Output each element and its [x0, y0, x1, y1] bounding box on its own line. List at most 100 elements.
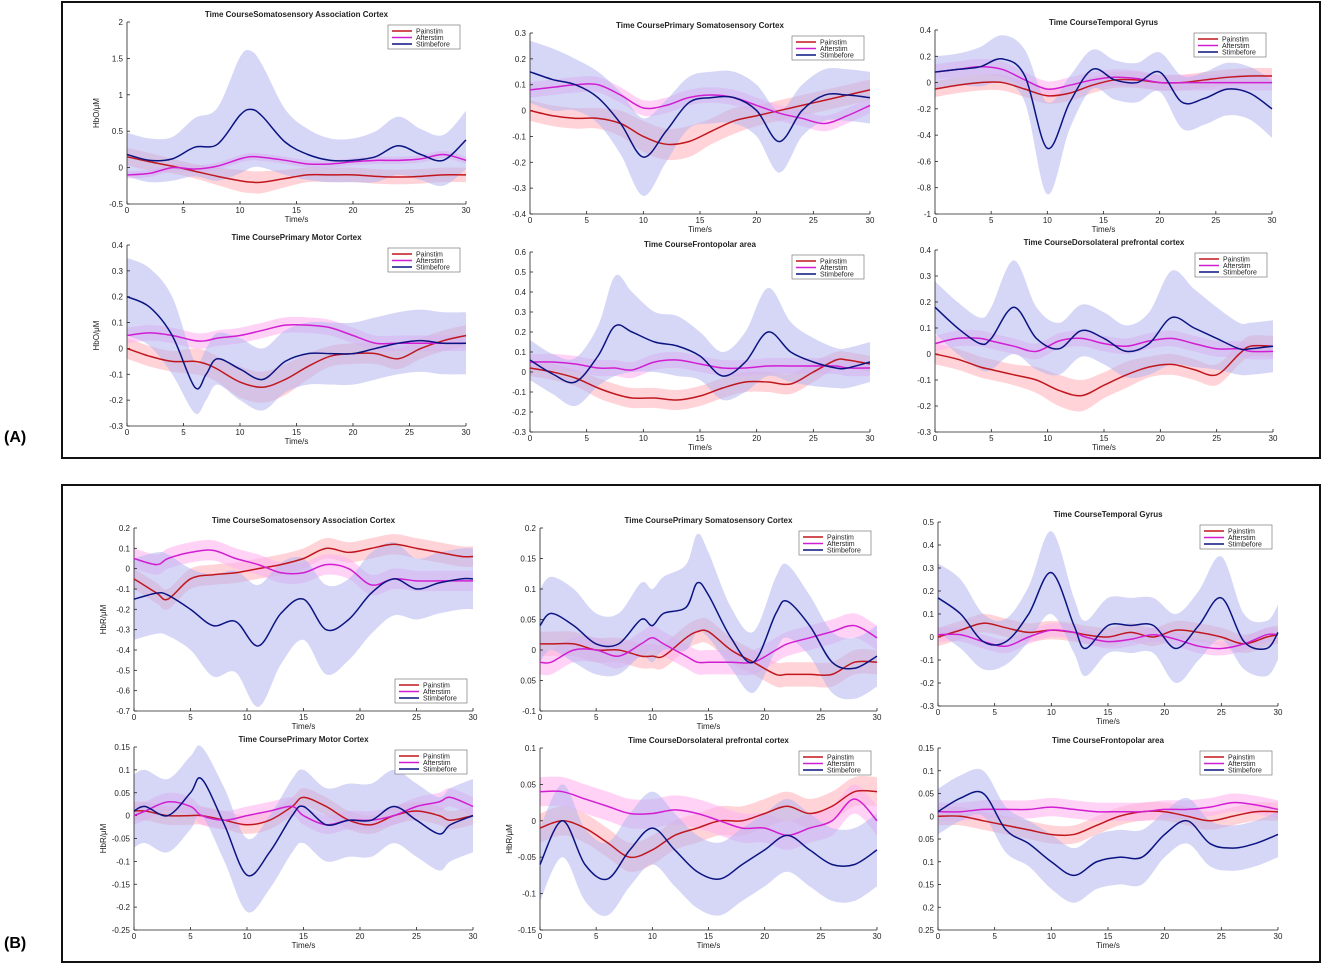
x-tick-label: 20	[752, 216, 761, 225]
y-tick-label: -0.2	[920, 679, 934, 688]
x-tick-label: 10	[648, 713, 657, 722]
legend-label: Stimbefore	[820, 272, 854, 279]
y-tick-label: -0.1	[522, 890, 536, 899]
confidence-band-stimbefore	[935, 260, 1273, 379]
legend-label: Afterstim	[423, 689, 451, 696]
x-tick-label: 10	[639, 434, 648, 443]
y-axis-label: HbR/μM	[99, 604, 108, 634]
x-tick-label: 5	[181, 428, 186, 437]
y-tick-label: -0.5	[109, 200, 123, 209]
y-tick-label: 0.4	[920, 26, 932, 35]
legend-label: Painstim	[827, 755, 854, 762]
y-tick-label: 0	[126, 812, 131, 821]
x-axis-label: Time/s	[1092, 225, 1116, 234]
y-tick-label: 0	[119, 344, 124, 353]
series-line-stimbefore	[126, 108, 467, 162]
y-tick-label: 0.6	[515, 248, 527, 257]
y-tick-label: 1	[119, 91, 124, 100]
series-line-painstim	[539, 789, 878, 859]
x-tick-label: 15	[299, 932, 308, 941]
x-tick-label: 5	[594, 713, 599, 722]
legend-label: Afterstim	[820, 265, 848, 272]
x-tick-label: 30	[873, 932, 882, 941]
y-tick-label: -0.7	[116, 707, 130, 716]
series-line-stimbefore	[937, 790, 1279, 877]
y-tick-label: 0.2	[923, 903, 935, 912]
x-tick-label: 20	[1155, 216, 1164, 225]
legend-label: Stimbefore	[820, 53, 854, 60]
confidence-band-stimbefore	[530, 40, 870, 196]
y-tick-label: -0.3	[917, 428, 931, 437]
y-tick-label: 0.3	[923, 564, 935, 573]
y-tick-label: -0.3	[109, 422, 123, 431]
legend-label: Painstim	[820, 40, 847, 47]
legend-label: Stimbefore	[1222, 50, 1256, 57]
chart-9: 0 5 10 15 20 25 30 -0.3 -0.2 -0.1 0 0.1 0.2 0.3 0.4 0.5…	[920, 510, 1283, 726]
y-tick-label: -0.5	[116, 666, 130, 675]
chart-title: Time CourseSomatosensory Association Cor…	[212, 516, 396, 525]
panel-a-box	[61, 1, 1321, 459]
series-line-painstim	[934, 75, 1273, 97]
legend-label: Stimbefore	[1228, 542, 1262, 549]
confidence-band-stimbefore	[530, 274, 870, 407]
y-tick-label: 0.1	[112, 319, 124, 328]
x-tick-label: 5	[188, 713, 193, 722]
series-line-afterstim	[133, 549, 473, 586]
series-line-afterstim	[529, 359, 871, 371]
x-tick-label: 30	[866, 434, 875, 443]
x-tick-label: 25	[412, 713, 421, 722]
y-tick-label: 0.4	[923, 541, 935, 550]
x-tick-label: 25	[412, 932, 421, 941]
x-tick-label: 15	[1104, 708, 1113, 717]
x-tick-label: 15	[696, 216, 705, 225]
legend-label: Afterstim	[827, 541, 855, 548]
y-tick-label: 0.2	[923, 587, 935, 596]
chart-title: Time CoursePrimary Somatosensory Cortex	[616, 21, 784, 30]
y-tick-label: 1.5	[112, 54, 124, 63]
x-tick-label: 30	[1274, 932, 1283, 941]
series-line-afterstim	[539, 624, 878, 664]
x-tick-label: 0	[933, 434, 938, 443]
series-line-stimbefore	[539, 820, 878, 881]
y-tick-label: -0.4	[116, 646, 130, 655]
x-tick-label: 0	[936, 932, 941, 941]
x-tick-label: 0	[538, 932, 543, 941]
y-tick-label: 0	[532, 817, 537, 826]
x-tick-label: 10	[648, 932, 657, 941]
y-tick-label: 0.3	[515, 308, 527, 317]
y-tick-label: 0.3	[112, 267, 124, 276]
x-tick-label: 0	[933, 216, 938, 225]
confidence-band-painstim	[935, 335, 1273, 412]
x-tick-label: 20	[752, 434, 761, 443]
series-line-afterstim	[126, 323, 466, 345]
chart-title: Time CourseFrontopolar area	[644, 240, 756, 249]
x-tick-label: 15	[292, 206, 301, 215]
y-tick-label: -0.2	[109, 396, 123, 405]
y-tick-label: -0.3	[116, 626, 130, 635]
y-tick-label: 0.05	[114, 789, 130, 798]
y-tick-label: -0.6	[116, 687, 130, 696]
series-line-stimbefore	[934, 306, 1274, 353]
x-axis-label: Time/s	[697, 722, 721, 731]
x-tick-label: 0	[132, 713, 137, 722]
y-tick-label: 0.1	[923, 858, 935, 867]
legend-label: Painstim	[1222, 37, 1249, 44]
confidence-band-stimbefore	[134, 745, 473, 913]
legend-box	[1194, 252, 1268, 278]
legend-label: Painstim	[1223, 257, 1250, 264]
confidence-band-stimbefore	[134, 542, 473, 707]
x-tick-label: 30	[462, 428, 471, 437]
y-tick-label: 0.1	[515, 81, 527, 90]
x-tick-label: 5	[584, 434, 589, 443]
y-tick-label: 0.1	[119, 766, 131, 775]
y-tick-label: 0.3	[920, 272, 932, 281]
series-line-stimbefore	[133, 777, 474, 877]
y-tick-label: 0.05	[520, 780, 536, 789]
y-tick-label: -0.3	[512, 184, 526, 193]
y-axis-label: HbR/μM	[99, 823, 108, 853]
